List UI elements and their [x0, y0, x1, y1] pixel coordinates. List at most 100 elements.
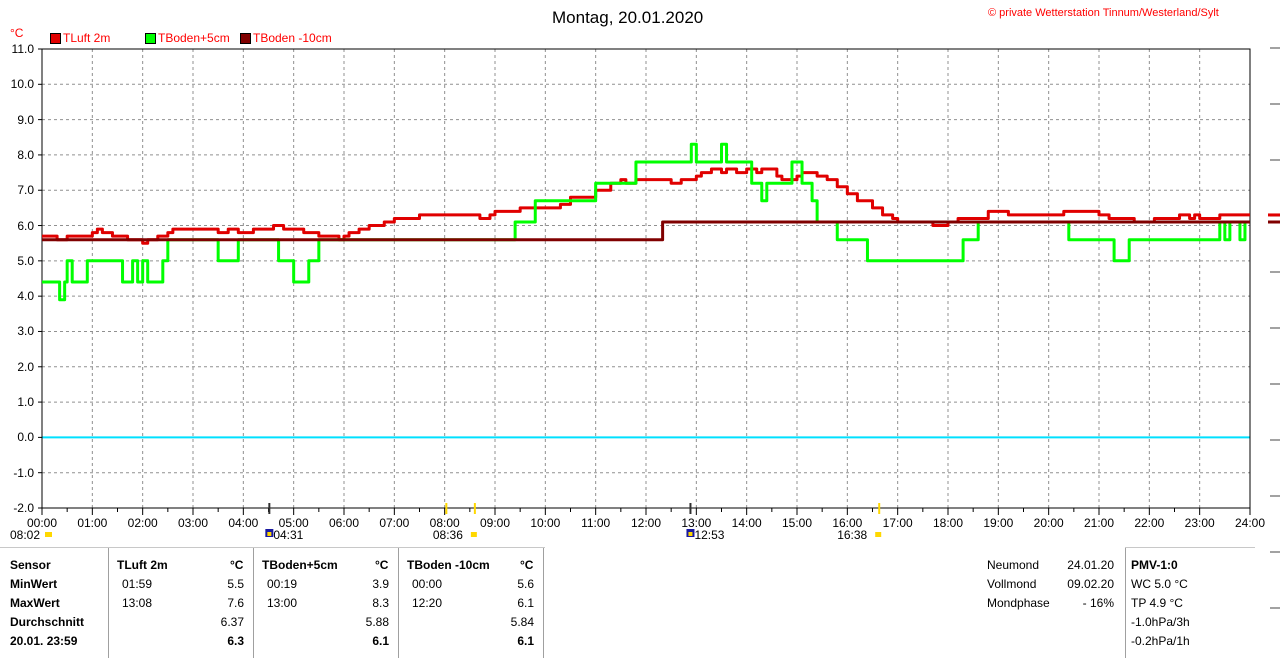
moon-info-value: 24.01.20: [1067, 558, 1114, 572]
y-axis-unit: °C: [10, 26, 24, 40]
x-tick-label: 06:00: [328, 516, 360, 530]
y-tick-label: 6.0: [17, 218, 34, 233]
pmv-title: PMV-1:0: [1131, 558, 1178, 572]
stats-tluft-time: 01:59: [122, 577, 153, 591]
y-tick-label: 2.0: [17, 359, 34, 374]
sunset-time: 16:38: [837, 528, 868, 542]
x-tick-label: 16:00: [832, 516, 863, 530]
series-line-0: [42, 167, 1250, 245]
stats-header-unit-1: °C: [230, 558, 244, 572]
x-tick-label: 08:00: [429, 516, 460, 530]
stats-row-label: Durchschnitt: [10, 615, 85, 629]
sunrise-icon: [45, 532, 52, 537]
x-tick-label: 07:00: [379, 516, 410, 530]
stats-tb10-time: 12:20: [412, 596, 443, 610]
x-tick-label: 15:00: [781, 516, 813, 530]
x-tick-label: 01:00: [77, 516, 108, 530]
x-tick-label: 11:00: [581, 516, 611, 530]
x-tick-label: 19:00: [983, 516, 1014, 530]
y-tick-label: -2.0: [13, 501, 34, 515]
legend-swatch: [240, 33, 251, 44]
stats-header-tb5: TBoden+5cm: [262, 558, 338, 572]
moonrise-time: 04:31: [273, 528, 304, 542]
moon-info-label: Mondphase: [987, 596, 1050, 610]
stats-row-label: 20.01. 23:59: [10, 634, 78, 648]
moon-icon-highlight: [267, 532, 272, 536]
legend-label: TLuft 2m: [63, 31, 111, 45]
stats-row-label: MaxWert: [10, 596, 60, 610]
moon-icon-highlight: [688, 532, 693, 536]
x-tick-label: 17:00: [882, 516, 913, 530]
x-tick-label: 12:00: [630, 516, 662, 530]
pmv-line: -1.0hPa/3h: [1131, 615, 1190, 629]
y-tick-label: 7.0: [17, 183, 34, 198]
pmv-line: WC 5.0 °C: [1131, 577, 1188, 591]
copyright-notice: © private Wetterstation Tinnum/Westerlan…: [988, 7, 1219, 19]
stats-header-tb10: TBoden -10cm: [407, 558, 490, 572]
moon-info-label: Neumond: [987, 558, 1040, 572]
stats-tluft-value: 7.6: [227, 596, 244, 610]
y-tick-label: 1.0: [17, 395, 34, 410]
stats-tluft-time: 13:08: [122, 596, 153, 610]
stats-tluft-value: 5.5: [227, 577, 244, 591]
y-tick-label: 4.0: [17, 289, 34, 304]
stats-tb5-value: 5.88: [365, 615, 389, 629]
stats-tb10-value: 6.1: [517, 634, 534, 648]
sun-icon: [470, 532, 477, 537]
pmv-line: -0.2hPa/1h: [1131, 634, 1190, 648]
stats-tb10-value: 5.6: [517, 577, 534, 591]
x-tick-label: 05:00: [278, 516, 309, 530]
moon-info-value: 09.02.20: [1067, 577, 1114, 591]
pmv-line: TP 4.9 °C: [1131, 596, 1183, 610]
chart-title: Montag, 20.01.2020: [552, 8, 704, 27]
x-tick-label: 24:00: [1234, 516, 1266, 530]
legend-label: TBoden -10cm: [253, 31, 332, 45]
stats-tb5-value: 3.9: [372, 577, 389, 591]
legend-swatch: [50, 33, 61, 44]
sunrise-time: 08:36: [432, 528, 463, 542]
moonset-time: 12:53: [694, 528, 725, 542]
y-tick-label: 3.0: [17, 324, 34, 339]
chart-grid: [42, 49, 1250, 508]
y-tick-label: 11.0: [11, 42, 34, 56]
stats-header-sensor: Sensor: [10, 558, 51, 572]
stats-header-unit-2: °C: [375, 558, 389, 572]
chart-axes: [38, 47, 1280, 609]
series-line-1: [42, 142, 1250, 302]
y-tick-label: 5.0: [17, 253, 34, 268]
x-tick-label: 04:00: [228, 516, 259, 530]
sunrise-time: 08:02: [10, 528, 41, 542]
sun-icon: [875, 532, 882, 537]
stats-tb10-time: 00:00: [412, 577, 443, 591]
x-tick-label: 21:00: [1083, 516, 1115, 530]
legend-swatch: [145, 33, 156, 44]
series-line-2: [42, 220, 1250, 242]
y-tick-label: 0.0: [17, 430, 34, 445]
x-tick-label: 22:00: [1134, 516, 1165, 530]
x-tick-label: 02:00: [127, 516, 158, 530]
sun-moon-markers: [45, 503, 882, 537]
stats-row-label: MinWert: [10, 577, 58, 591]
stats-tb10-value: 5.84: [510, 615, 534, 629]
x-tick-label: 23:00: [1184, 516, 1215, 530]
y-tick-label: 8.0: [17, 147, 34, 162]
stats-tb5-time: 00:19: [267, 577, 298, 591]
x-tick-label: 14:00: [731, 516, 762, 530]
x-tick-label: 13:00: [681, 516, 712, 530]
legend-label: TBoden+5cm: [158, 31, 230, 45]
x-tick-label: 09:00: [479, 516, 511, 530]
y-tick-label: 10.0: [10, 77, 34, 92]
stats-tb5-time: 13:00: [267, 596, 298, 610]
stats-header-tluft: TLuft 2m: [117, 558, 168, 572]
x-tick-label: 00:00: [26, 516, 58, 530]
stats-tluft-value: 6.37: [220, 615, 244, 629]
moon-info-label: Vollmond: [987, 577, 1037, 591]
x-tick-label: 18:00: [932, 516, 964, 530]
y-tick-label: -1.0: [13, 465, 34, 480]
x-tick-label: 20:00: [1033, 516, 1064, 530]
moon-info-value: - 16%: [1082, 596, 1114, 610]
stats-tb10-value: 6.1: [517, 596, 534, 610]
x-tick-label: 10:00: [530, 516, 561, 530]
x-tick-label: 03:00: [177, 516, 209, 530]
